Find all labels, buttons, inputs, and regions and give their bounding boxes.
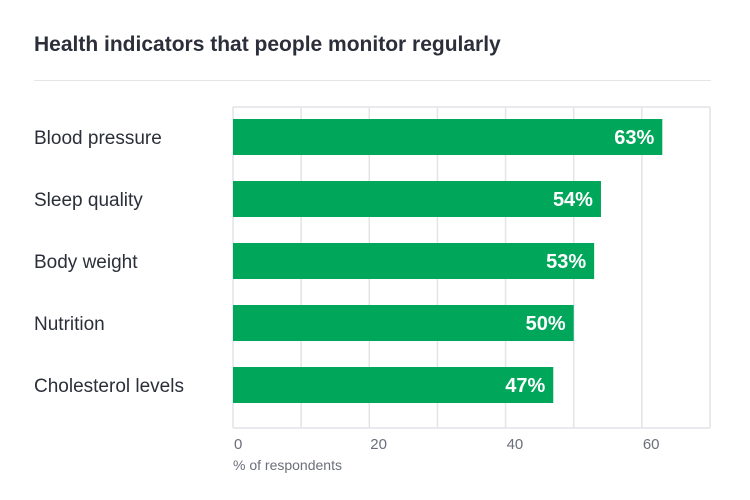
data-label: 54% xyxy=(553,189,593,211)
category-label: Sleep quality xyxy=(34,190,143,211)
category-label: Blood pressure xyxy=(34,128,162,149)
category-label: Cholesterol levels xyxy=(34,376,184,397)
data-label: 63% xyxy=(614,127,654,149)
x-axis-label: % of respondents xyxy=(233,457,342,473)
category-label: Nutrition xyxy=(34,314,105,335)
bar xyxy=(233,367,554,403)
x-tick-label: 60 xyxy=(643,436,660,453)
x-tick-label: 20 xyxy=(370,436,387,453)
bar xyxy=(233,181,601,217)
bar xyxy=(233,305,574,341)
data-label: 47% xyxy=(505,375,545,397)
category-label: Body weight xyxy=(34,252,138,273)
x-tick-label: 40 xyxy=(507,436,524,453)
x-tick-label: 0 xyxy=(234,436,242,453)
data-label: 50% xyxy=(526,313,566,335)
chart-title: Health indicators that people monitor re… xyxy=(34,33,501,56)
bar xyxy=(233,243,595,279)
title-divider xyxy=(34,80,711,81)
data-label: 53% xyxy=(546,251,586,273)
bar xyxy=(233,119,663,155)
